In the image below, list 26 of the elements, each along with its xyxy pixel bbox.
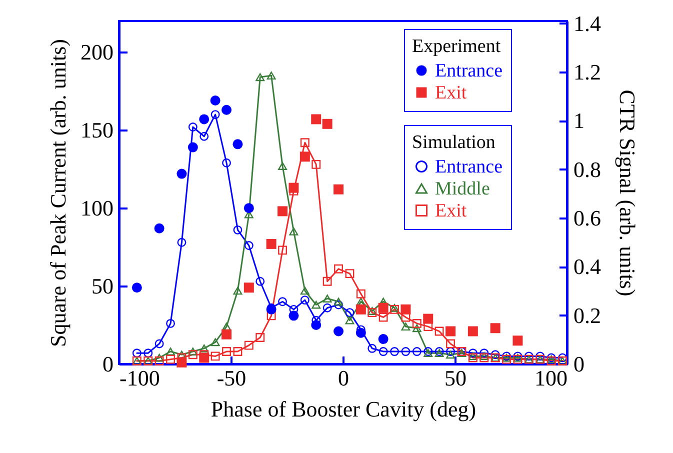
y-tick-label: 200 <box>80 40 114 65</box>
x-tick-label: 0 <box>338 366 349 390</box>
y2-tick-label: 0.4 <box>574 254 601 280</box>
x-tick-label: 100 <box>534 366 568 390</box>
y2-axis-title: CTR Signal (arb. units) <box>615 90 640 296</box>
x-tick-label: -50 <box>216 366 246 390</box>
x-tick-label: -100 <box>120 366 160 390</box>
legend-label: Exit <box>435 82 468 104</box>
y-tick-label: 150 <box>80 118 114 143</box>
x-tick-label: 50 <box>444 366 466 390</box>
y-axis-title: Square of Peak Current (arb. units) <box>46 39 70 347</box>
legend-label: Entrance <box>435 60 503 82</box>
x-axis-title: Phase of Booster Cavity (deg) <box>210 396 476 422</box>
y-tick-label: 100 <box>80 196 114 221</box>
legend-label: Exit <box>435 200 468 222</box>
y2-tick-label: 1.4 <box>574 10 601 36</box>
legend-label: Middle <box>435 178 490 200</box>
y2-tick-label: 1.2 <box>574 60 601 85</box>
y-tick-label: 50 <box>92 274 114 299</box>
y2-tick-label: 0.2 <box>574 302 601 328</box>
annotation: Experiment <box>412 36 502 57</box>
legend-label: Entrance <box>435 156 503 178</box>
annotation: Simulation <box>412 132 496 153</box>
y2-tick-label: 1 <box>574 108 584 134</box>
y2-tick-label: 0.8 <box>574 156 601 182</box>
y2-tick-label: 0.6 <box>574 206 601 231</box>
